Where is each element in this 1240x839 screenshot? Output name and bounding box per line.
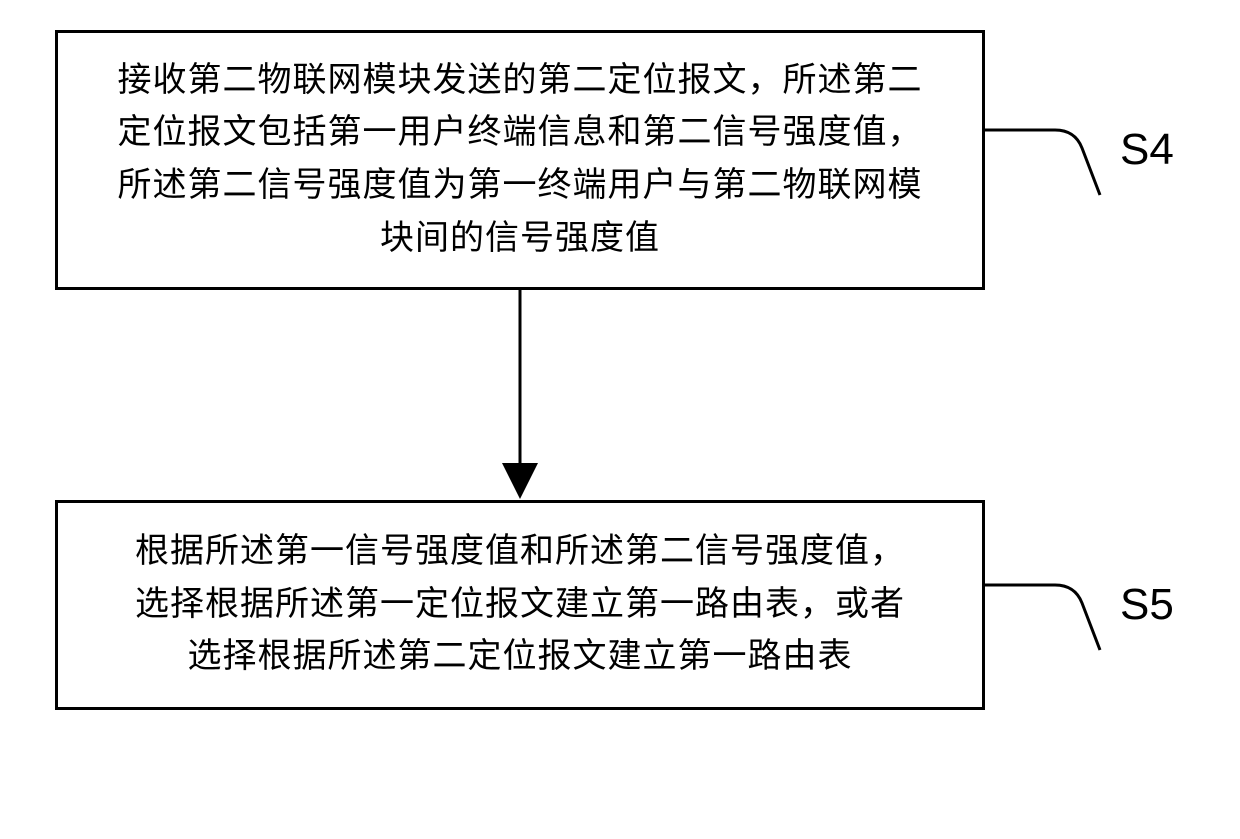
label-s4: S4	[1120, 125, 1174, 175]
label-s4-text: S4	[1120, 125, 1174, 174]
label-s5-text: S5	[1120, 580, 1174, 629]
label-connector-s5	[0, 0, 1240, 839]
flowchart-container: 接收第二物联网模块发送的第二定位报文，所述第二 定位报文包括第一用户终端信息和第…	[0, 0, 1240, 839]
label-s5: S5	[1120, 580, 1174, 630]
